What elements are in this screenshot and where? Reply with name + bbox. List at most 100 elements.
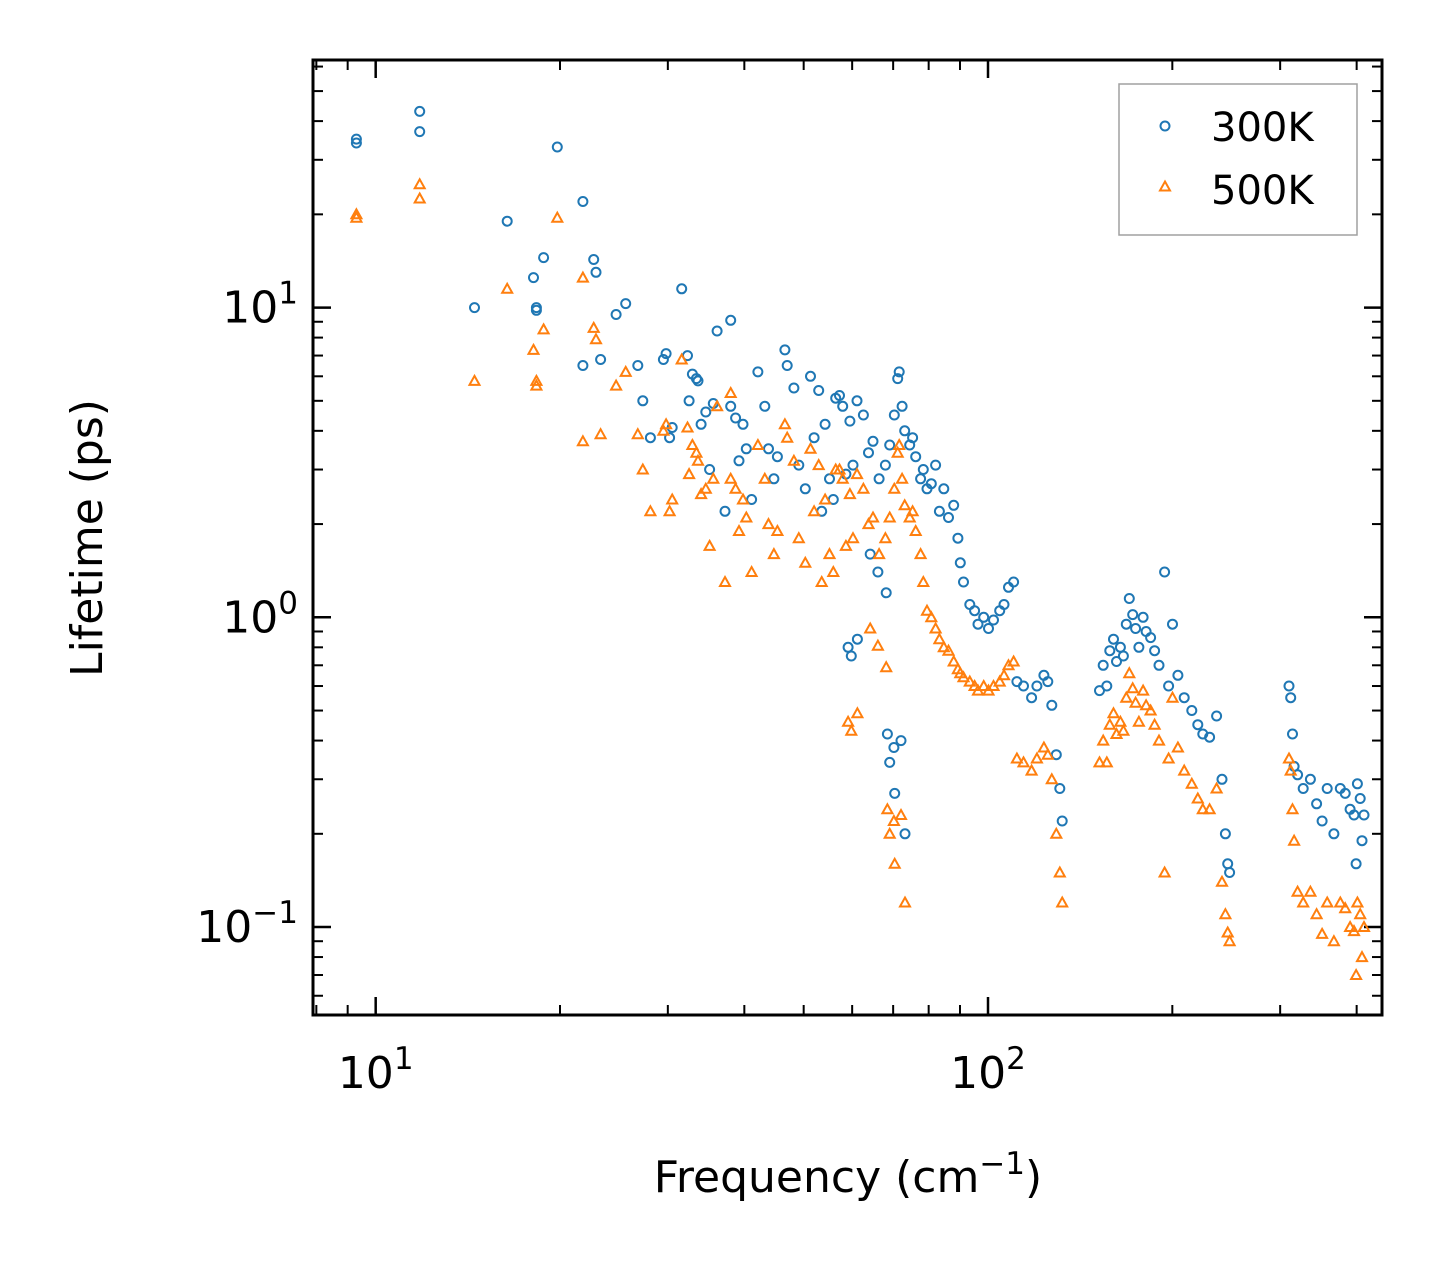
data-point-500k bbox=[924, 610, 938, 623]
data-point-500k bbox=[1209, 781, 1224, 794]
data-point-500k bbox=[758, 471, 772, 484]
data-point-500k bbox=[1215, 874, 1229, 887]
data-point-500k bbox=[587, 320, 601, 333]
data-point-300k bbox=[664, 432, 676, 444]
data-point-300k bbox=[952, 532, 964, 544]
data-point-300k bbox=[759, 400, 771, 412]
data-point-500k bbox=[706, 471, 720, 484]
data-point-500k bbox=[680, 420, 695, 433]
data-point-500k bbox=[576, 270, 590, 283]
data-point-500k bbox=[841, 714, 855, 727]
data-point-300k bbox=[958, 576, 969, 588]
data-point-300k bbox=[864, 548, 876, 560]
data-point-500k bbox=[662, 504, 677, 517]
x-tick-label-exponent: 2 bbox=[1006, 1041, 1026, 1077]
x-tick-label-base: 10 bbox=[950, 1048, 1006, 1099]
data-point-500k bbox=[1285, 802, 1300, 815]
data-point-500k bbox=[1053, 865, 1067, 878]
data-point-300k bbox=[1304, 773, 1316, 785]
data-point-500k bbox=[1222, 934, 1237, 947]
data-point-300k bbox=[1120, 618, 1132, 630]
data-point-500k bbox=[778, 417, 792, 430]
data-point-300k bbox=[1354, 793, 1366, 804]
y-tick-label-exponent: 0 bbox=[278, 585, 298, 621]
data-point-500k bbox=[631, 427, 645, 440]
data-point-300k bbox=[577, 360, 589, 371]
data-point-300k bbox=[1178, 692, 1190, 704]
data-point-300k bbox=[632, 360, 644, 371]
data-point-500k bbox=[691, 453, 705, 466]
y-tick-label: 10−1 bbox=[196, 895, 298, 953]
data-point-500k bbox=[767, 547, 781, 560]
x-tick-label-exponent: 1 bbox=[394, 1041, 414, 1077]
data-point-500k bbox=[815, 574, 829, 587]
data-point-500k bbox=[718, 574, 732, 587]
data-point-500k bbox=[751, 437, 765, 450]
data-point-300k bbox=[899, 828, 911, 840]
data-point-500k bbox=[589, 332, 603, 345]
data-point-500k bbox=[675, 352, 689, 365]
data-point-500k bbox=[1030, 751, 1044, 764]
data-point-500k bbox=[529, 378, 544, 391]
data-point-500k bbox=[665, 492, 679, 505]
data-point-300k bbox=[695, 418, 707, 430]
data-point-500k bbox=[863, 621, 877, 634]
data-point-500k bbox=[803, 441, 818, 454]
data-point-500k bbox=[1171, 740, 1185, 753]
data-point-300k bbox=[884, 439, 896, 451]
data-point-300k bbox=[1159, 566, 1171, 578]
data-point-500k bbox=[1191, 791, 1205, 804]
data-point-500k bbox=[1355, 950, 1369, 963]
data-point-300k bbox=[910, 451, 922, 463]
data-point-300k bbox=[1008, 576, 1020, 588]
series-300k bbox=[350, 105, 1370, 878]
data-point-500k bbox=[832, 462, 847, 475]
data-point-300k bbox=[1311, 798, 1323, 810]
data-point-300k bbox=[725, 314, 737, 326]
data-point-300k bbox=[1111, 656, 1122, 667]
data-point-300k bbox=[1117, 650, 1129, 662]
y-tick-label-base: 10 bbox=[222, 283, 278, 334]
data-point-300k bbox=[943, 512, 954, 523]
data-point-300k bbox=[781, 360, 793, 371]
data-point-300k bbox=[834, 390, 845, 401]
data-point-500k bbox=[871, 638, 885, 651]
data-point-300k bbox=[969, 605, 981, 617]
data-point-500k bbox=[1185, 776, 1199, 789]
series-500k bbox=[349, 177, 1371, 980]
data-point-500k bbox=[1315, 926, 1329, 939]
data-point-500k bbox=[529, 373, 544, 386]
data-point-500k bbox=[1349, 967, 1363, 980]
x-tick-label: 101 bbox=[338, 1041, 414, 1099]
data-point-300k bbox=[1186, 705, 1198, 716]
data-point-300k bbox=[1104, 645, 1116, 657]
data-point-300k bbox=[880, 587, 892, 599]
data-point-500k bbox=[928, 621, 943, 634]
data-point-500k bbox=[413, 191, 427, 204]
x-axis-label-superscript: −1 bbox=[979, 1146, 1025, 1182]
data-point-300k bbox=[881, 728, 893, 740]
data-point-500k bbox=[903, 510, 917, 523]
data-point-500k bbox=[1113, 714, 1128, 727]
data-point-500k bbox=[1343, 919, 1357, 932]
data-point-500k bbox=[744, 564, 759, 577]
data-point-500k bbox=[593, 427, 608, 440]
data-point-500k bbox=[839, 538, 853, 551]
data-point-500k bbox=[997, 668, 1011, 681]
data-point-500k bbox=[349, 210, 364, 223]
data-point-300k bbox=[930, 459, 942, 471]
data-point-500k bbox=[856, 481, 871, 494]
data-point-500k bbox=[1024, 763, 1039, 776]
axis-ticks bbox=[313, 60, 1382, 1015]
data-point-300k bbox=[1050, 749, 1062, 761]
data-point-500k bbox=[807, 504, 821, 517]
data-point-500k bbox=[861, 517, 876, 530]
data-point-500k bbox=[1303, 884, 1318, 897]
data-point-300k bbox=[1026, 692, 1038, 704]
data-point-500k bbox=[1119, 690, 1133, 703]
data-point-300k bbox=[917, 464, 929, 475]
data-point-500k bbox=[818, 492, 832, 505]
data-point-300k bbox=[851, 633, 863, 645]
data-point-300k bbox=[847, 459, 859, 471]
